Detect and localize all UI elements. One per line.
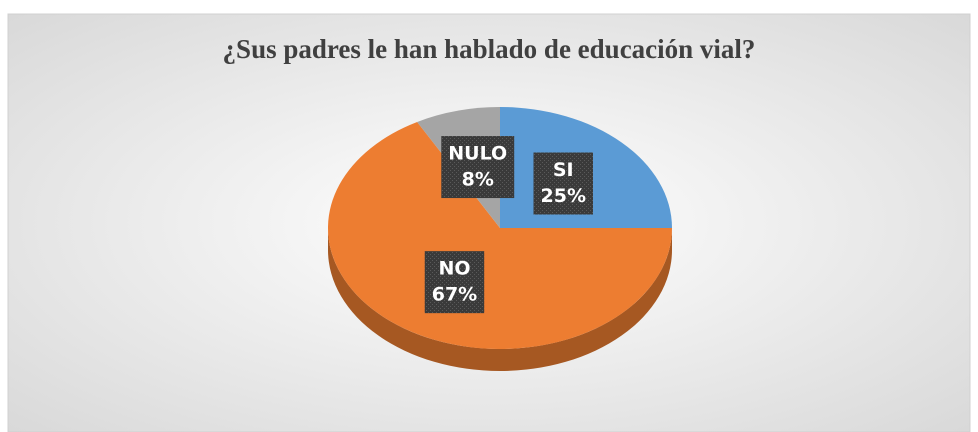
- data-label-category: NO: [438, 258, 470, 280]
- pie-slice: [327, 121, 672, 349]
- data-label-box: [424, 251, 485, 314]
- data-label-value: 67%: [432, 284, 477, 306]
- data-label-category: SI: [553, 159, 574, 181]
- data-label: SI 25%: [533, 152, 593, 215]
- data-label-box: [533, 152, 593, 215]
- data-label-value: 8%: [462, 169, 494, 191]
- data-label: NO 67%: [424, 251, 485, 314]
- chart-title: ¿Sus padres le han hablado de educación …: [223, 34, 756, 64]
- data-label-category: NULO: [448, 143, 507, 165]
- data-label: NULO 8%: [441, 136, 515, 199]
- data-label-box: [441, 136, 515, 199]
- data-label-value: 25%: [541, 185, 586, 207]
- slice-side: [328, 228, 672, 371]
